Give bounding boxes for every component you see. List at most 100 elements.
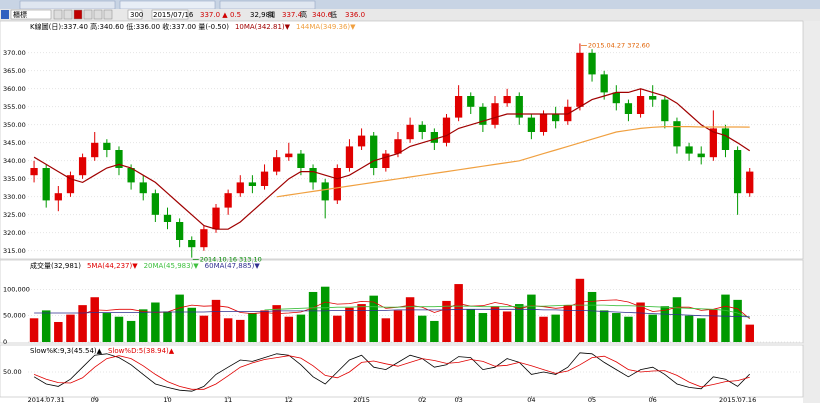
x-tick-label: 12 (285, 396, 293, 403)
candle-body (479, 106, 487, 125)
volume-bar (223, 318, 233, 342)
candle-body (42, 168, 50, 201)
volume-bar (672, 297, 682, 342)
candle-body (552, 114, 560, 122)
price: 337.0 ▲ (200, 11, 228, 19)
volume-bar (612, 313, 621, 342)
volume-bar (393, 310, 403, 342)
candle-body (661, 99, 669, 122)
candle-body (612, 92, 620, 104)
candle-body (321, 182, 329, 201)
candle-body (673, 121, 681, 147)
candle-body (236, 182, 244, 194)
tab[interactable] (19, 0, 116, 10)
candle-body (600, 74, 608, 93)
symbol-box[interactable] (10, 9, 52, 20)
y-tick-label: 330.00 (3, 193, 26, 201)
y-tick-label: 350.00 (3, 121, 26, 129)
volume-bar (320, 286, 330, 342)
tab[interactable] (119, 0, 216, 10)
volume-bar (41, 310, 51, 342)
annotation: 2015.04.27 372.60 (588, 41, 650, 49)
x-tick-label: 10 (163, 396, 171, 403)
legend-entry: Slow%K:9,3(45.54)▲ (30, 347, 103, 355)
volume-bar (636, 302, 645, 342)
x-tick-label: 03 (454, 396, 462, 403)
volume-bar (684, 315, 694, 342)
volume-bar (102, 313, 112, 342)
candle-body (91, 142, 99, 158)
volume-bar (745, 324, 754, 342)
line (33, 355, 750, 390)
candle-body (333, 168, 341, 201)
tool-button[interactable] (73, 9, 83, 20)
open-label: 開 (268, 11, 275, 19)
x-tick-label: 2015.07.16 (719, 396, 756, 403)
tool-button[interactable] (53, 9, 63, 20)
panel-frame (0, 344, 804, 398)
x-tick-label: 04 (527, 396, 535, 403)
candle-body (345, 146, 354, 168)
tool-button[interactable] (63, 9, 73, 20)
tool-button[interactable] (103, 9, 113, 20)
candle-body (273, 157, 281, 172)
legend-entry: 5MA(44,237)▼ (87, 262, 138, 270)
high-label: 高 (300, 10, 307, 19)
tab[interactable] (219, 0, 316, 10)
volume-bar (211, 299, 221, 342)
y-tick-label: 360.00 (3, 85, 26, 93)
volume-bar (333, 315, 342, 342)
tool-button[interactable] (93, 9, 103, 20)
line (276, 125, 750, 198)
y-tick-label: 315.00 (3, 247, 26, 255)
volume-bar (151, 302, 160, 342)
candle-body (636, 96, 645, 114)
volume-bar (454, 284, 463, 342)
volume-bar (308, 291, 318, 342)
open: 337.4 (282, 11, 303, 19)
candle-body (175, 222, 184, 240)
volume-bar (587, 291, 597, 342)
candle-body (709, 128, 717, 158)
volume-bar (187, 307, 197, 342)
date-box[interactable] (151, 9, 189, 20)
volume-bar (248, 313, 257, 342)
line (264, 304, 750, 319)
volume-bar (260, 310, 269, 342)
symbol: 櫃標 (13, 10, 27, 19)
period-box[interactable] (127, 9, 143, 20)
volume-bar (405, 297, 415, 342)
candle-body (515, 96, 523, 118)
high: 340.6 (312, 11, 333, 19)
volume-bar (648, 314, 657, 342)
menu-button[interactable] (1, 10, 9, 19)
volume-bar (490, 306, 500, 342)
candle-body (370, 135, 378, 168)
candle-body (418, 124, 426, 132)
y-tick-label: 100,000 (3, 285, 30, 293)
x-tick-label: 06 (649, 396, 657, 403)
y-tick-label: 335.00 (3, 175, 26, 183)
x-tick-label: 2014.07.31 (28, 396, 65, 403)
volume-bar (442, 300, 451, 342)
volume-bar (624, 316, 633, 342)
volume-bar (430, 320, 439, 342)
volume-bar (381, 318, 391, 342)
volume-bar (563, 305, 573, 342)
x-tick-label: 05 (588, 396, 596, 403)
volume-bar (272, 305, 281, 342)
candle-body (430, 132, 438, 143)
volume-bar (236, 319, 245, 342)
volume-bar (54, 321, 63, 342)
volume-bar (114, 316, 124, 342)
low-label: 低 (330, 10, 337, 19)
volume-bar (733, 299, 742, 342)
tool-button[interactable] (83, 9, 93, 20)
volume-bar (357, 304, 366, 342)
volume-bar (599, 310, 609, 342)
candle-body (649, 96, 657, 100)
candle-body (394, 139, 402, 154)
volume-bar (345, 307, 354, 342)
volume-bar (478, 313, 488, 342)
y-tick-label: 340.00 (3, 157, 26, 165)
